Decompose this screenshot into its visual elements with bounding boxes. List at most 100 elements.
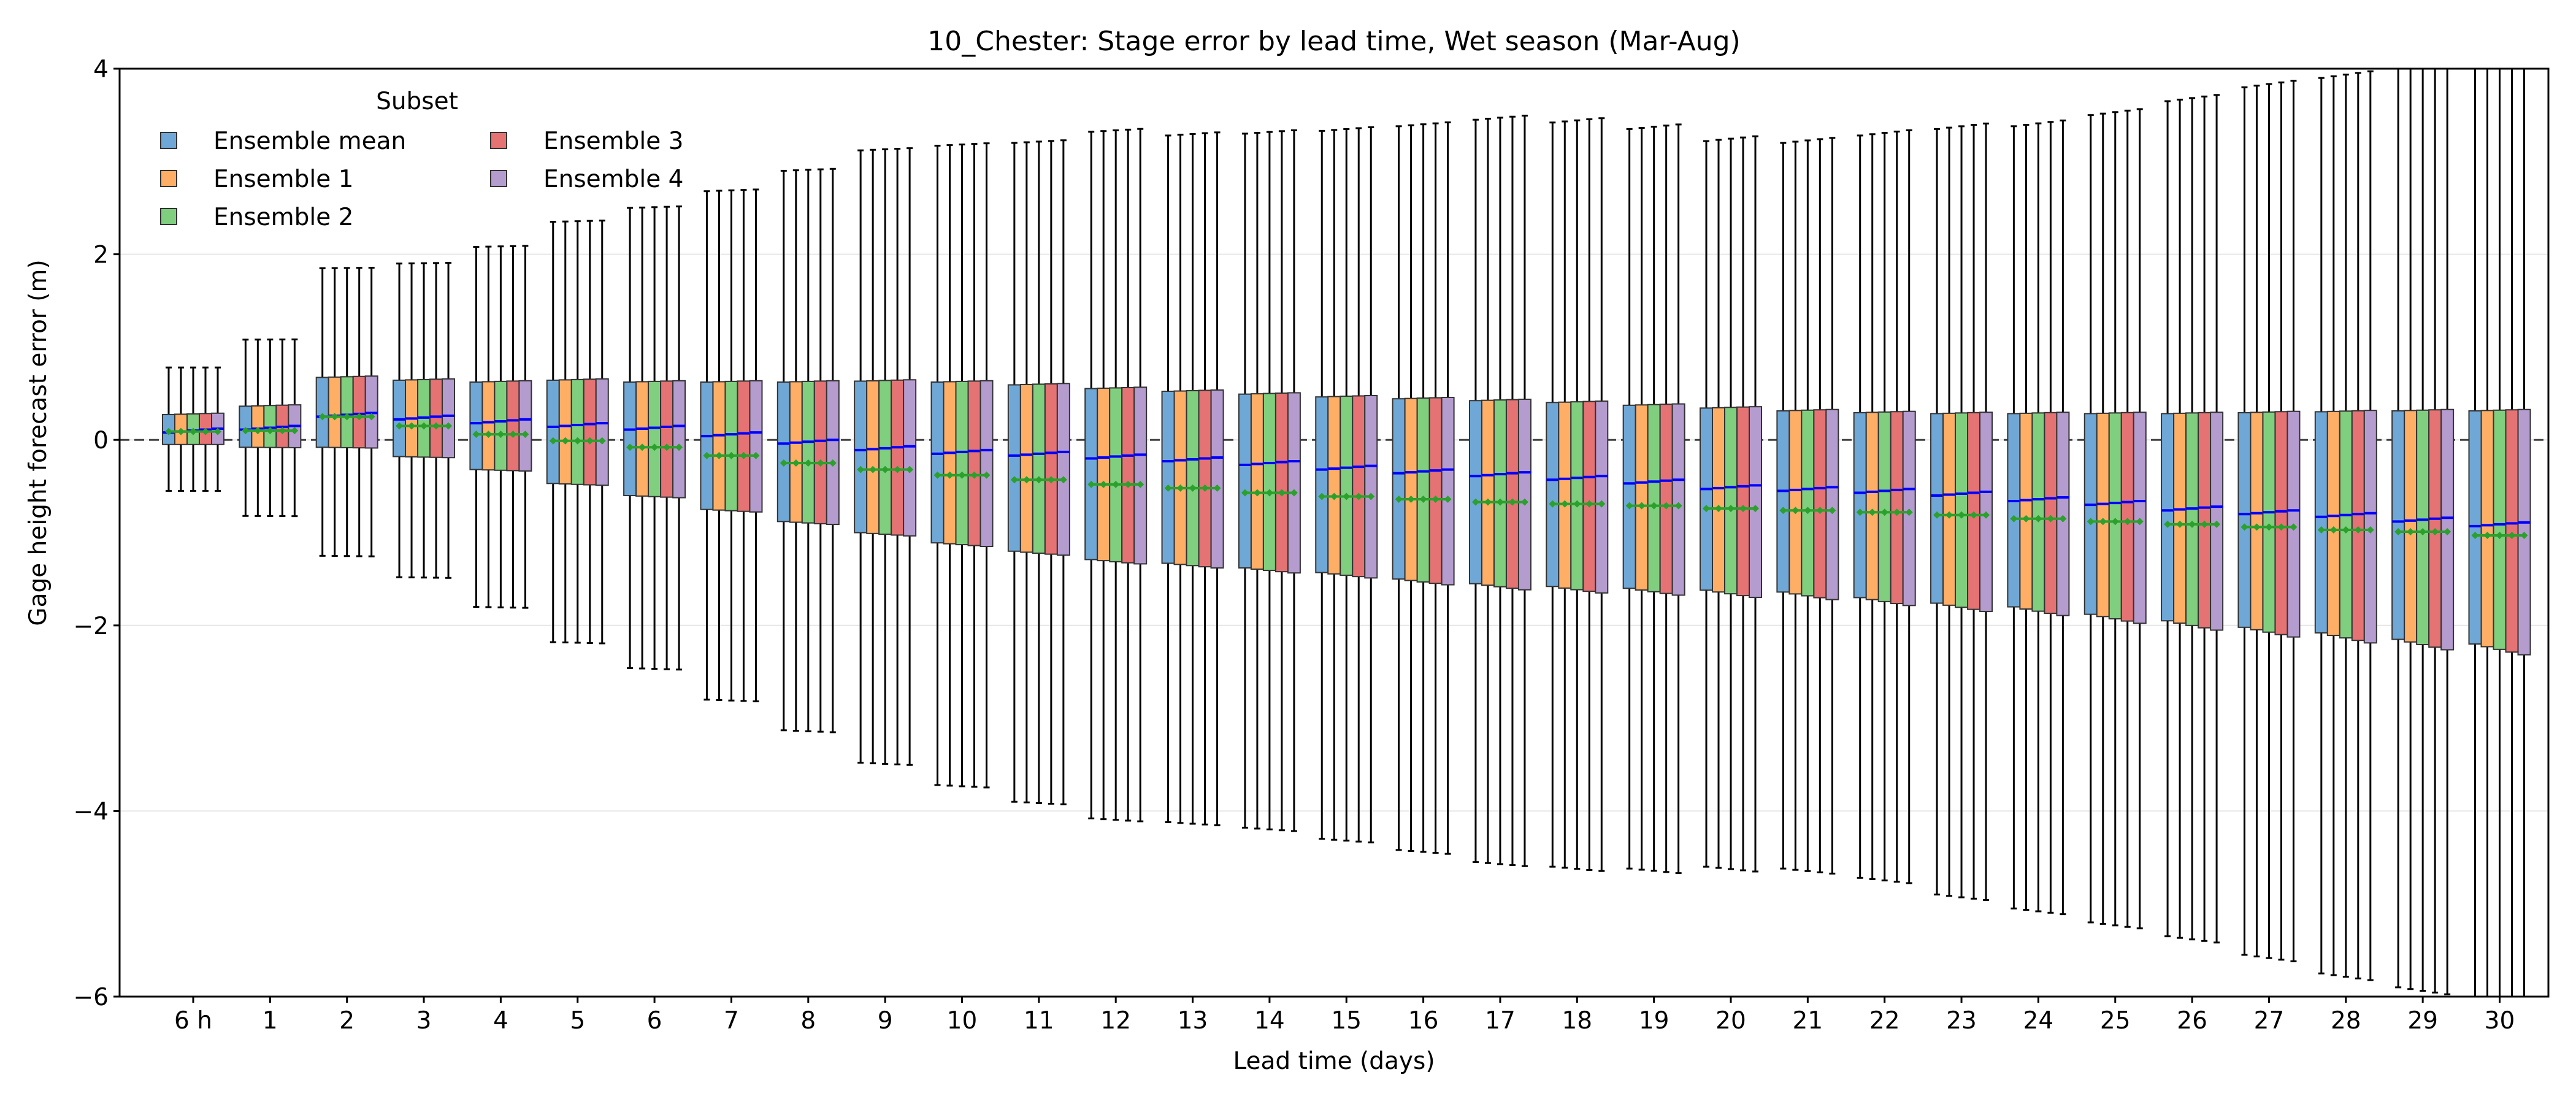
box-ensemble-4 bbox=[749, 380, 763, 513]
x-tick-label: 16 bbox=[1408, 1007, 1439, 1035]
box-ensemble-mean bbox=[1853, 412, 1867, 599]
y-tick-label: −6 bbox=[74, 984, 109, 1011]
box-ensemble-3 bbox=[891, 379, 905, 536]
box-ensemble-3 bbox=[2044, 412, 2058, 615]
box-ensemble-1 bbox=[558, 379, 572, 485]
x-tick-label: 17 bbox=[1485, 1007, 1516, 1035]
x-tick-label: 20 bbox=[1715, 1007, 1746, 1035]
box-ensemble-2 bbox=[1186, 390, 1200, 567]
lead-group bbox=[2237, 80, 2301, 962]
box-ensemble-1 bbox=[712, 381, 726, 511]
box-ensemble-mean bbox=[700, 381, 714, 510]
lead-group bbox=[1007, 139, 1070, 806]
box-ensemble-1 bbox=[2326, 410, 2340, 637]
box-ensemble-4 bbox=[1902, 410, 1916, 607]
x-tick-label: 24 bbox=[2023, 1007, 2054, 1035]
box-ensemble-1 bbox=[1404, 397, 1418, 581]
box-ensemble-2 bbox=[2416, 409, 2430, 645]
box-ensemble-3 bbox=[1967, 412, 1981, 610]
box-ensemble-mean bbox=[1084, 388, 1098, 561]
box-ensemble-2 bbox=[1032, 383, 1046, 554]
box-ensemble-1 bbox=[2480, 410, 2494, 648]
box-ensemble-4 bbox=[1210, 389, 1224, 569]
legend-label: Ensemble 1 bbox=[213, 166, 353, 193]
lead-group bbox=[2161, 94, 2224, 944]
legend-swatch bbox=[160, 208, 177, 225]
box-ensemble-4 bbox=[518, 380, 532, 472]
legend-label: Ensemble 4 bbox=[543, 166, 683, 193]
lead-group bbox=[2468, 67, 2531, 998]
box-ensemble-2 bbox=[955, 380, 969, 546]
box-ensemble-2 bbox=[1724, 407, 1738, 595]
x-tick-label: 11 bbox=[1024, 1007, 1054, 1035]
box-ensemble-3 bbox=[2198, 412, 2212, 629]
box-ensemble-1 bbox=[943, 381, 957, 545]
box-ensemble-mean bbox=[1622, 404, 1636, 589]
lead-group bbox=[854, 147, 917, 766]
x-tick-label: 25 bbox=[2100, 1007, 2131, 1035]
lead-group bbox=[1161, 131, 1224, 827]
lead-group bbox=[1622, 123, 1685, 875]
box-ensemble-3 bbox=[2274, 411, 2288, 635]
box-ensemble-4 bbox=[1517, 399, 1531, 591]
box-ensemble-2 bbox=[2185, 412, 2199, 626]
legend-label: Ensemble mean bbox=[213, 128, 406, 155]
box-ensemble-2 bbox=[570, 378, 585, 485]
x-axis-label: Lead time (days) bbox=[1233, 1048, 1435, 1075]
x-tick-label: 6 h bbox=[174, 1007, 212, 1035]
y-tick-label: 0 bbox=[93, 427, 109, 454]
box-ensemble-mean bbox=[2007, 413, 2021, 608]
box-ensemble-1 bbox=[789, 381, 803, 523]
box-ensemble-mean bbox=[469, 381, 483, 470]
box-ensemble-mean bbox=[2161, 413, 2175, 622]
box-ensemble-3 bbox=[1428, 397, 1443, 584]
box-ensemble-3 bbox=[1659, 404, 1673, 594]
box-ensemble-4 bbox=[1364, 394, 1378, 579]
box-ensemble-3 bbox=[2505, 409, 2519, 653]
box-ensemble-2 bbox=[1416, 397, 1430, 583]
lead-group bbox=[2083, 108, 2147, 930]
lead-group bbox=[776, 167, 840, 734]
lead-group bbox=[162, 366, 224, 492]
x-tick-label: 15 bbox=[1331, 1007, 1362, 1035]
box-ensemble-mean bbox=[2314, 411, 2328, 634]
box-ensemble-3 bbox=[583, 378, 597, 486]
box-ensemble-1 bbox=[481, 381, 496, 471]
y-axis-label: Gage height forecast error (m) bbox=[25, 259, 52, 626]
box-ensemble-4 bbox=[1287, 392, 1301, 574]
box-ensemble-2 bbox=[340, 376, 354, 448]
box-ensemble-4 bbox=[826, 380, 840, 526]
box-ensemble-mean bbox=[1161, 391, 1175, 564]
box-ensemble-mean bbox=[1392, 398, 1406, 580]
box-ensemble-mean bbox=[2083, 413, 2098, 615]
lead-group bbox=[1392, 121, 1455, 855]
x-tick-label: 3 bbox=[416, 1007, 432, 1035]
lead-group bbox=[2314, 70, 2377, 981]
lead-group bbox=[1853, 129, 1916, 884]
box-ensemble-2 bbox=[1647, 404, 1661, 592]
box-ensemble-2 bbox=[648, 380, 662, 497]
lead-group bbox=[469, 245, 532, 609]
legend-label: Ensemble 3 bbox=[543, 128, 683, 155]
box-ensemble-2 bbox=[878, 380, 892, 535]
box-ensemble-1 bbox=[2404, 410, 2418, 643]
legend-swatch bbox=[160, 132, 177, 149]
box-ensemble-mean bbox=[623, 381, 637, 496]
lead-group bbox=[1315, 126, 1378, 844]
legend: Subset Ensemble mean Ensemble 1 Ensemble 2 E… bbox=[160, 88, 683, 231]
box-ensemble-2 bbox=[2108, 412, 2122, 619]
box-ensemble-3 bbox=[506, 380, 520, 472]
box-ensemble-mean bbox=[2391, 410, 2405, 640]
box-ensemble-4 bbox=[1595, 400, 1609, 594]
x-tick-label: 23 bbox=[1946, 1007, 1977, 1035]
box-ensemble-mean bbox=[1468, 400, 1482, 584]
box-ensemble-2 bbox=[1877, 411, 1892, 602]
legend-title: Subset bbox=[376, 88, 458, 115]
box-ensemble-mean bbox=[1007, 384, 1021, 552]
box-ensemble-1 bbox=[2173, 412, 2187, 624]
box-ensemble-2 bbox=[1262, 393, 1276, 572]
box-ensemble-mean bbox=[1315, 396, 1329, 573]
box-ensemble-3 bbox=[1352, 395, 1366, 578]
box-ensemble-2 bbox=[2493, 409, 2507, 650]
